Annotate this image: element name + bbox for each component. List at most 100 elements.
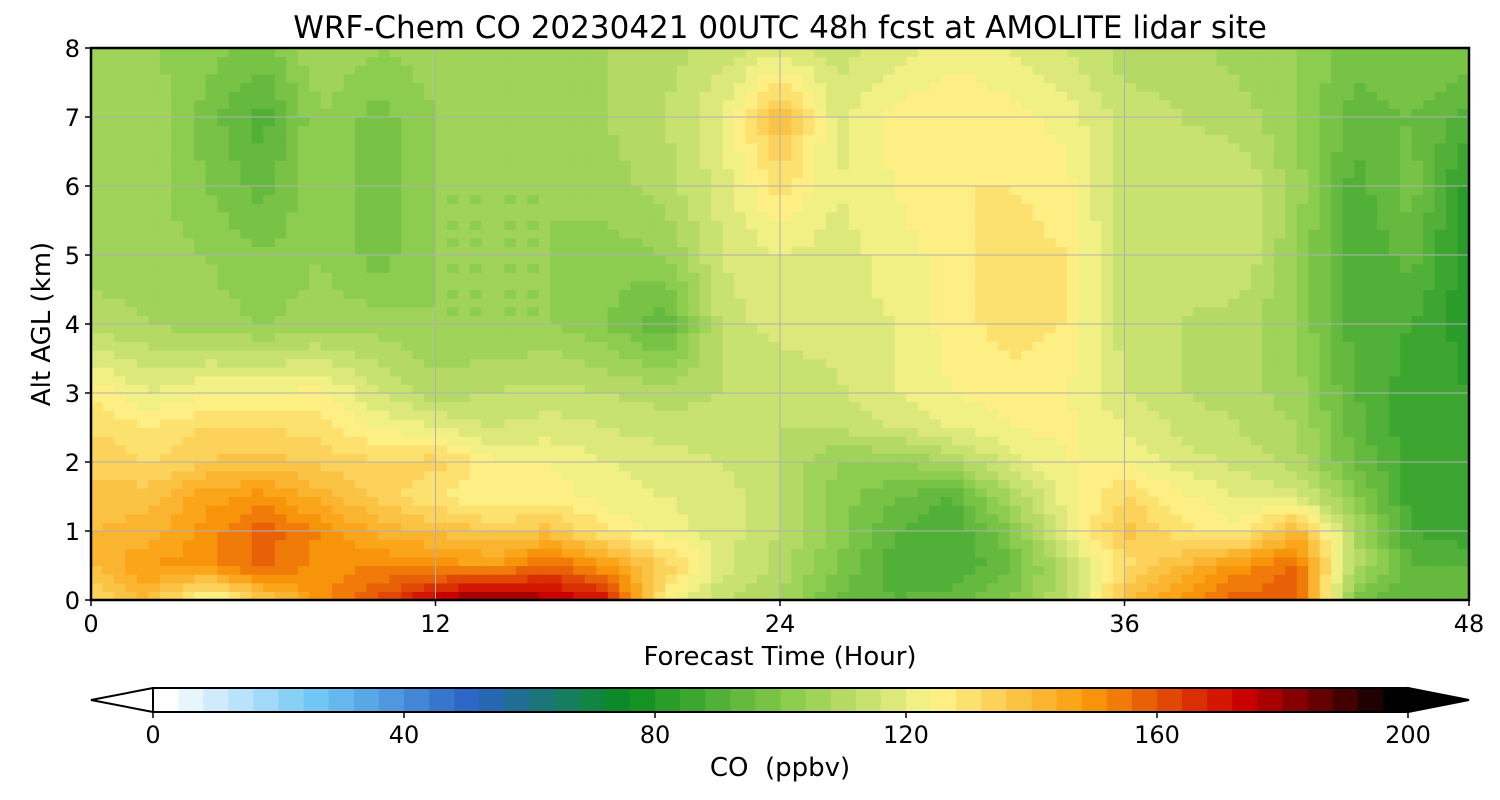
contour-cell — [171, 513, 184, 523]
contour-cell — [538, 574, 551, 584]
contour-cell — [1009, 556, 1022, 567]
contour-cell — [619, 410, 632, 420]
contour-cell — [1388, 436, 1401, 446]
contour-cell — [825, 358, 839, 368]
contour-cell — [1067, 479, 1080, 489]
contour-cell — [389, 479, 402, 489]
contour-cell — [745, 556, 758, 567]
contour-cell — [780, 427, 793, 437]
contour-cell — [274, 427, 287, 437]
contour-cell — [1319, 548, 1332, 558]
contour-cell — [607, 487, 620, 498]
contour-cell — [527, 367, 540, 377]
contour-cell — [1078, 384, 1091, 394]
contour-cell — [1090, 505, 1103, 515]
contour-cell — [917, 487, 930, 498]
contour-cell — [1193, 298, 1206, 308]
contour-cell — [320, 522, 333, 532]
contour-cell — [148, 462, 161, 472]
contour-cell — [814, 487, 827, 498]
contour-cell — [940, 375, 953, 385]
contour-cell — [699, 393, 712, 403]
contour-cell — [550, 349, 563, 360]
contour-cell — [1296, 289, 1309, 299]
contour-cell — [952, 565, 965, 575]
contour-cell — [653, 332, 666, 342]
contour-cell — [182, 324, 195, 334]
contour-cell — [780, 531, 793, 541]
contour-cell — [286, 505, 299, 515]
contour-cell — [194, 548, 207, 558]
contour-cell — [194, 237, 207, 247]
contour-cell — [343, 315, 356, 325]
contour-cell — [1044, 574, 1057, 584]
contour-cell — [1009, 539, 1022, 549]
contour-cell — [1285, 453, 1298, 463]
contour-cell — [607, 574, 620, 584]
contour-cell — [286, 246, 299, 256]
contour-cell — [1147, 401, 1160, 411]
contour-cell — [1101, 332, 1114, 342]
contour-cell — [1319, 513, 1332, 523]
contour-cell — [412, 298, 425, 308]
contour-cell — [607, 453, 620, 463]
contour-cell — [148, 427, 161, 437]
contour-cell — [401, 358, 414, 368]
contour-cell — [642, 358, 655, 368]
contour-cell — [251, 487, 264, 498]
contour-cell — [975, 280, 988, 291]
contour-cell — [1365, 332, 1378, 342]
contour-cell — [734, 531, 747, 541]
contour-cell — [940, 574, 953, 584]
contour-cell — [848, 341, 861, 351]
contour-cell — [251, 418, 264, 429]
contour-cell — [194, 349, 207, 360]
contour-cell — [711, 315, 724, 325]
contour-cell — [217, 401, 230, 411]
contour-cell — [791, 582, 804, 592]
contour-cell — [1055, 505, 1068, 515]
contour-cell — [722, 272, 735, 282]
contour-cell — [125, 522, 138, 532]
contour-cell — [91, 332, 104, 342]
contour-cell — [1239, 505, 1252, 515]
contour-cell — [940, 298, 953, 308]
contour-cell — [699, 324, 712, 334]
contour-cell — [469, 315, 483, 325]
contour-cell — [102, 539, 115, 549]
contour-cell — [1331, 582, 1344, 592]
contour-cell — [848, 539, 861, 549]
contour-cell — [1204, 496, 1217, 506]
contour-cell — [653, 505, 666, 515]
contour-cell — [205, 436, 218, 446]
contour-cell — [1273, 410, 1286, 420]
contour-cell — [1055, 289, 1068, 299]
contour-cell — [332, 574, 345, 584]
contour-cell — [1434, 539, 1447, 549]
contour-cell — [573, 505, 586, 515]
contour-cell — [688, 298, 701, 308]
contour-cell — [240, 289, 253, 299]
contour-cell — [251, 556, 264, 567]
contour-cell — [1032, 280, 1045, 291]
contour-cell — [389, 591, 402, 600]
contour-cell — [906, 280, 919, 291]
contour-cell — [1193, 306, 1206, 316]
contour-cell — [607, 531, 620, 541]
contour-cell — [1400, 513, 1413, 523]
contour-cell — [148, 367, 161, 377]
contour-cell — [917, 255, 930, 265]
contour-cell — [837, 505, 850, 515]
contour-cell — [435, 358, 448, 368]
contour-cell — [389, 505, 402, 515]
contour-cell — [1434, 255, 1447, 265]
contour-cell — [1400, 505, 1413, 515]
contour-cell — [1239, 401, 1252, 411]
contour-cell — [745, 436, 758, 446]
contour-cell — [286, 479, 299, 489]
contour-cell — [1135, 513, 1149, 523]
contour-cell — [1067, 306, 1080, 316]
contour-cell — [182, 298, 195, 308]
contour-cell — [1101, 591, 1114, 600]
contour-cell — [722, 341, 735, 351]
